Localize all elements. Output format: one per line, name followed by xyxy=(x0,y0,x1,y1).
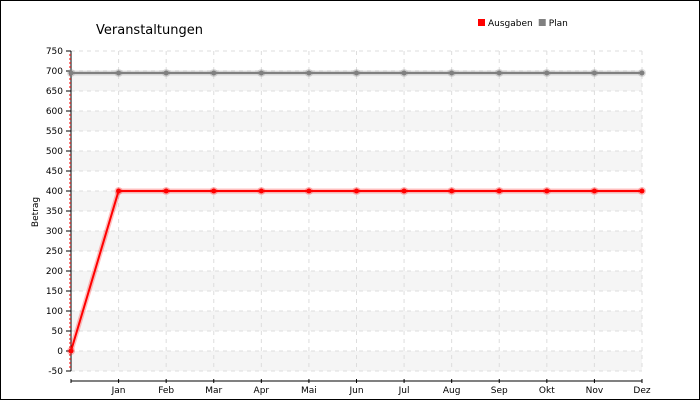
y-axis-title: Betrag xyxy=(31,197,41,227)
y-tick-label: 750 xyxy=(46,47,63,57)
data-point-plan xyxy=(544,70,550,76)
x-tick-label: Okt xyxy=(539,386,555,396)
y-tick-label: 300 xyxy=(46,227,63,237)
background-band xyxy=(71,231,642,251)
x-axis-ticks: Jan Feb Mar Apr Mai Jun Jul Aug Sep Okt Nov Dez xyxy=(70,379,651,396)
data-point-ausgaben xyxy=(401,188,407,194)
y-tick-label: 550 xyxy=(46,127,63,137)
x-tick-label: Jul xyxy=(398,386,410,396)
data-point-plan xyxy=(163,70,169,76)
data-point-ausgaben xyxy=(354,188,359,194)
data-point-plan xyxy=(639,70,645,76)
y-tick-label: 700 xyxy=(46,67,63,77)
background-band xyxy=(71,351,642,371)
y-tick-label: 600 xyxy=(46,107,63,117)
data-point-plan xyxy=(591,70,597,76)
data-point-plan xyxy=(116,70,122,76)
background-band xyxy=(71,311,642,331)
y-tick-label: 500 xyxy=(46,147,63,157)
x-tick-label: Sep xyxy=(491,386,508,396)
data-point-plan xyxy=(306,70,312,76)
data-point-ausgaben xyxy=(306,188,312,194)
legend: Ausgaben Plan xyxy=(478,19,568,29)
x-tick-label: Nov xyxy=(586,386,604,396)
series-layer xyxy=(67,69,646,355)
data-point-ausgaben xyxy=(211,188,217,194)
y-tick-label: 450 xyxy=(46,167,63,177)
data-point-ausgaben xyxy=(591,188,597,194)
y-tick-label: 200 xyxy=(46,267,63,277)
x-tick-label: Dez xyxy=(633,386,650,396)
legend-swatch-ausgaben xyxy=(478,19,485,26)
x-tick-label: Aug xyxy=(443,386,461,396)
data-point-ausgaben xyxy=(68,348,74,354)
data-point-plan xyxy=(258,70,264,76)
x-tick-label: Feb xyxy=(158,386,174,396)
data-point-plan xyxy=(354,70,359,76)
data-point-ausgaben xyxy=(258,188,264,194)
x-tick-label: Jun xyxy=(348,386,363,396)
data-point-ausgaben xyxy=(496,188,502,194)
y-tick-label: 0 xyxy=(57,347,63,357)
data-point-ausgaben xyxy=(163,188,169,194)
y-tick-label: 250 xyxy=(46,247,63,257)
x-tick-label: Jan xyxy=(111,386,126,396)
y-tick-label: 350 xyxy=(46,207,63,217)
data-point-ausgaben xyxy=(639,188,645,194)
data-point-ausgaben xyxy=(544,188,550,194)
y-tick-label: 400 xyxy=(46,187,63,197)
data-point-plan xyxy=(449,70,455,76)
y-tick-label: 650 xyxy=(46,87,63,97)
data-point-ausgaben xyxy=(449,188,455,194)
legend-label-plan: Plan xyxy=(549,19,568,29)
y-tick-label: 150 xyxy=(46,287,63,297)
background-band xyxy=(71,271,642,291)
data-point-plan xyxy=(68,70,74,76)
legend-label-ausgaben: Ausgaben xyxy=(488,19,533,29)
background-band xyxy=(71,111,642,131)
x-tick-label: Apr xyxy=(254,386,270,396)
y-tick-label: 50 xyxy=(52,327,64,337)
y-axis-ticks: -50 0 50 100 150 200 250 300 350 400 450 500 550 600 6… xyxy=(46,47,71,377)
data-point-ausgaben xyxy=(116,188,122,194)
background-band xyxy=(71,151,642,171)
x-tick-label: Mai xyxy=(301,386,317,396)
chart-title: Veranstaltungen xyxy=(96,23,203,38)
data-point-plan xyxy=(211,70,217,76)
legend-swatch-plan xyxy=(538,19,546,26)
y-tick-label: 100 xyxy=(46,307,63,317)
data-point-plan xyxy=(496,70,502,76)
y-tick-label: -50 xyxy=(48,367,63,377)
x-tick-label: Mar xyxy=(205,386,222,396)
data-point-plan xyxy=(401,70,407,76)
